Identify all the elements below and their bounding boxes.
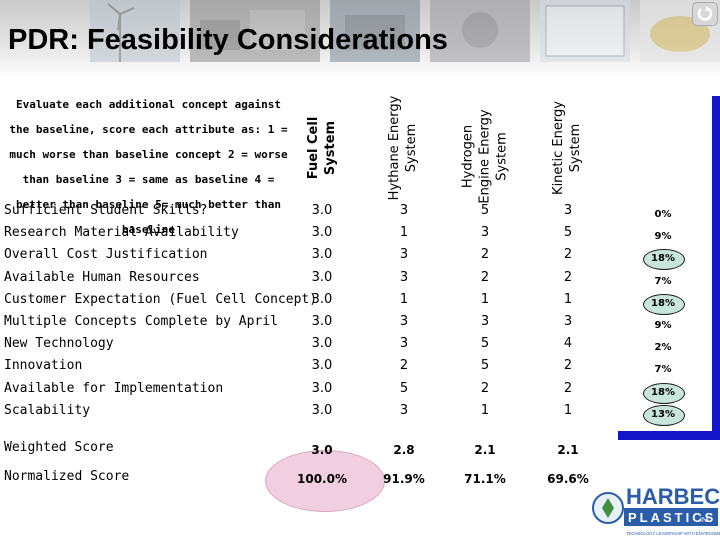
weighted-score-value: 2.8	[393, 443, 415, 457]
score-cell: 2	[563, 269, 573, 285]
score-cell: 3.0	[311, 380, 333, 396]
score-cell: 2	[563, 380, 573, 396]
column-header: Hydrogen Engine Energy System	[460, 109, 510, 204]
score-cell: 5	[480, 358, 490, 374]
facility-photo	[190, 0, 320, 62]
score-cell: 2	[563, 358, 573, 374]
score-cell: 5	[480, 336, 490, 352]
equipment-photo	[430, 0, 530, 62]
score-cell: 2	[399, 358, 409, 374]
criterion-label: Scalability	[4, 402, 91, 418]
criterion-label: Available for Implementation	[4, 380, 224, 396]
weight-cell: 2%	[654, 342, 672, 354]
score-cell: 3.0	[311, 336, 333, 352]
score-cell: 2	[480, 247, 490, 263]
weighted-score-label: Weighted Score	[4, 440, 114, 455]
baseline-highlight-oval	[265, 450, 385, 512]
score-cell: 4	[563, 336, 573, 352]
score-cell: 3	[563, 203, 573, 218]
weight-highlight-oval	[643, 293, 685, 315]
score-cell: 3	[399, 269, 409, 285]
score-cell: 3.0	[311, 203, 333, 218]
score-cell: 5	[480, 203, 490, 218]
svg-text:TECHNOLOGY LEADERSHIP WITH ENV: TECHNOLOGY LEADERSHIP WITH ENVIRONMENTAL…	[626, 531, 720, 536]
criterion-label: Available Human Resources	[4, 269, 200, 285]
score-cell: 1	[480, 402, 490, 418]
score-cell: 3	[399, 247, 409, 263]
weight-cell: 0%	[654, 209, 672, 220]
score-cell: 5	[563, 225, 573, 241]
weighted-score-value: 3.0	[311, 443, 333, 457]
weight-highlight-oval	[643, 382, 685, 404]
machine-photo	[330, 0, 420, 62]
normalized-score-value: 91.9%	[383, 472, 425, 486]
criterion-label: Research Material Availability	[4, 225, 239, 241]
scoring-instructions: Evaluate each additional concept against…	[9, 98, 288, 236]
criterion-label: Overall Cost Justification	[4, 247, 208, 263]
normalized-score-value: 71.1%	[464, 472, 506, 486]
score-cell: 3.0	[311, 358, 333, 374]
harbec-logo: HARBEC PLASTICS INC TECHNOLOGY LEADERSHI…	[590, 478, 720, 540]
score-cell: 3	[399, 336, 409, 352]
score-cell: 3.0	[311, 402, 333, 418]
score-cell: 3	[480, 314, 490, 329]
wind-turbine-photo	[90, 0, 180, 62]
weight-highlight-oval	[643, 404, 685, 426]
weight-cell: 18%	[651, 253, 675, 265]
score-cell: 3.0	[311, 291, 333, 307]
score-cell: 3	[399, 203, 409, 218]
score-cell: 1	[399, 291, 409, 307]
criterion-label: New Technology	[4, 336, 114, 352]
svg-text:HARBEC: HARBEC	[626, 484, 720, 509]
score-cell: 3	[399, 314, 409, 329]
criterion-label: Innovation	[4, 358, 83, 374]
score-cell: 3.0	[311, 225, 333, 241]
weight-highlight-oval	[643, 249, 685, 271]
score-cell: 1	[563, 291, 573, 307]
weight-cell: 13%	[651, 408, 675, 420]
return-icon[interactable]	[692, 2, 718, 26]
criterion-label: Sufficient Student Skills?	[4, 203, 208, 218]
weight-cell: 7%	[654, 364, 672, 376]
score-cell: 3	[399, 402, 409, 418]
score-cell: 3	[563, 314, 573, 329]
normalized-score-value: 100.0%	[297, 472, 347, 486]
column-header: Hythane Energy System	[387, 95, 419, 201]
weight-cell: 9%	[654, 320, 672, 331]
page-title: PDR: Feasibility Considerations	[8, 24, 448, 56]
score-cell: 3.0	[311, 269, 333, 285]
score-cell: 2	[480, 269, 490, 285]
svg-text:PLASTICS: PLASTICS	[628, 510, 716, 525]
criterion-label: Customer Expectation (Fuel Cell Concept)	[4, 291, 318, 307]
score-cell: 3.0	[311, 247, 333, 263]
weighted-score-value: 2.1	[474, 443, 496, 457]
weight-cell: 7%	[654, 275, 672, 287]
screenshot-photo	[540, 0, 630, 62]
weight-cell: 9%	[654, 231, 672, 243]
weight-cell: 18%	[651, 386, 675, 398]
score-cell: 1	[563, 402, 573, 418]
criterion-label: Multiple Concepts Complete by April	[4, 314, 278, 329]
column-header: Kinetic Energy System	[551, 101, 583, 195]
score-cell: 3	[480, 225, 490, 241]
header-banner	[0, 0, 720, 78]
score-cell: 1	[399, 225, 409, 241]
score-cell: 2	[480, 380, 490, 396]
score-cell: 3.0	[311, 314, 333, 329]
score-cell: 5	[399, 380, 409, 396]
column-header: Fuel Cell System	[306, 116, 338, 180]
score-cell: 1	[480, 291, 490, 307]
normalized-score-label: Normalized Score	[4, 469, 130, 484]
weight-cell: 18%	[651, 297, 675, 309]
normalized-score-value: 69.6%	[547, 472, 589, 486]
score-cell: 2	[563, 247, 573, 263]
weighted-score-value: 2.1	[557, 443, 579, 457]
svg-text:INC: INC	[700, 517, 712, 524]
